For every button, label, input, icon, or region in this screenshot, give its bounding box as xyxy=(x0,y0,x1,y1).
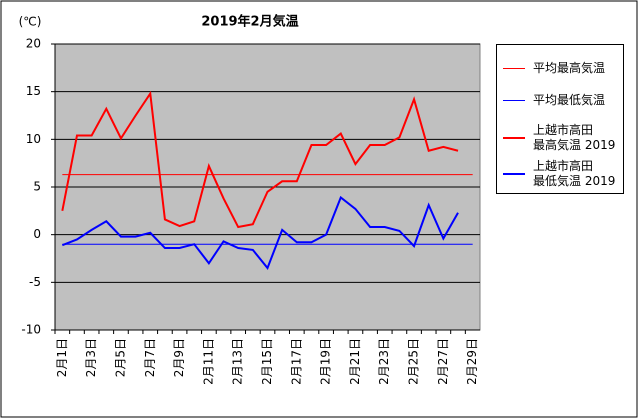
series-line xyxy=(61,195,459,271)
y-tick-label: 20 xyxy=(26,37,41,51)
y-unit: (℃) xyxy=(19,15,42,29)
legend-label: 平均最高気温 xyxy=(533,61,606,75)
legend-item: 平均最高気温 xyxy=(503,61,605,76)
series-line xyxy=(61,90,459,229)
x-tick-label: 2月15日 xyxy=(260,338,274,385)
x-tick-label: 2月29日 xyxy=(465,338,479,385)
legend-label: 上越市高田 最高気温 2019 xyxy=(533,123,616,152)
legend-swatch xyxy=(503,173,525,175)
y-tick-label: 5 xyxy=(33,180,41,194)
x-tick-label: 2月7日 xyxy=(143,338,157,377)
x-tick-label: 2月5日 xyxy=(113,338,127,377)
legend-swatch xyxy=(503,100,525,101)
x-tick-label: 2月17日 xyxy=(289,338,303,385)
x-tick-label: 2月21日 xyxy=(348,338,362,385)
legend-swatch xyxy=(503,137,525,139)
legend: 平均最高気温 平均最低気温上越市高田 最高気温 2019 上越市高田 最低気温 20… xyxy=(496,44,624,194)
x-tick-label: 2月25日 xyxy=(407,338,421,385)
x-tick-label: 2月3日 xyxy=(84,338,98,377)
x-tick-label: 2月23日 xyxy=(377,338,391,385)
x-tick-label: 2月13日 xyxy=(231,338,245,385)
legend-item: 上越市高田 最低気温 2019 xyxy=(503,159,615,189)
x-tick-label: 2月9日 xyxy=(172,338,186,377)
legend-label: 上越市高田 最低気温 2019 xyxy=(533,159,616,188)
x-tick-label: 2月1日 xyxy=(55,338,69,377)
y-tick-label: 15 xyxy=(26,84,41,98)
legend-item: 平均最低気温 xyxy=(503,93,605,108)
x-tick-label: 2月19日 xyxy=(319,338,333,385)
y-tick-label: 10 xyxy=(26,132,41,146)
y-tick-label: 0 xyxy=(33,227,41,241)
y-tick-label: -5 xyxy=(29,275,41,289)
legend-item: 上越市高田 最高気温 2019 xyxy=(503,123,615,153)
x-tick-label: 2月27日 xyxy=(436,338,450,385)
x-tick-label: 2月11日 xyxy=(201,338,215,385)
legend-swatch xyxy=(503,68,525,69)
legend-label: 平均最低気温 xyxy=(533,93,606,107)
chart-title: 2019年2月気温 xyxy=(201,14,298,30)
y-tick-label: -10 xyxy=(21,323,41,337)
